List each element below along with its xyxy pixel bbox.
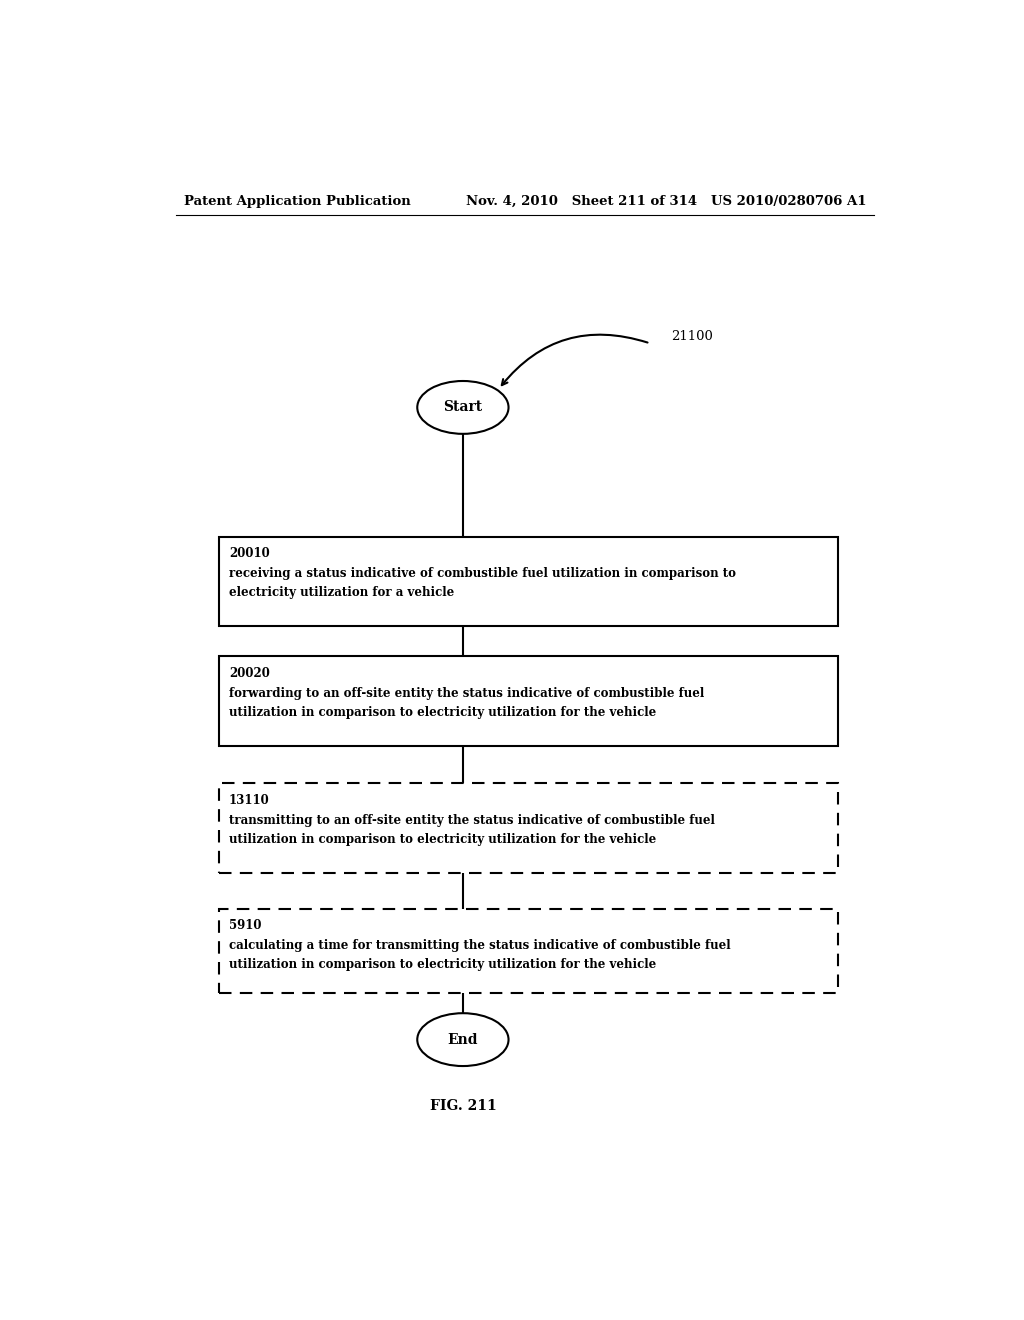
Text: receiving a status indicative of combustible fuel utilization in comparison to: receiving a status indicative of combust… <box>228 568 736 579</box>
Text: 20020: 20020 <box>228 667 269 680</box>
Text: Patent Application Publication: Patent Application Publication <box>183 194 411 207</box>
Text: utilization in comparison to electricity utilization for the vehicle: utilization in comparison to electricity… <box>228 706 656 719</box>
Text: End: End <box>447 1032 478 1047</box>
Bar <box>219 784 839 873</box>
Text: Start: Start <box>443 400 482 414</box>
Bar <box>219 536 839 626</box>
Text: 5910: 5910 <box>228 919 261 932</box>
Text: electricity utilization for a vehicle: electricity utilization for a vehicle <box>228 586 454 599</box>
Text: utilization in comparison to electricity utilization for the vehicle: utilization in comparison to electricity… <box>228 958 656 972</box>
Text: forwarding to an off-site entity the status indicative of combustible fuel: forwarding to an off-site entity the sta… <box>228 686 705 700</box>
Text: 13110: 13110 <box>228 793 269 807</box>
Text: utilization in comparison to electricity utilization for the vehicle: utilization in comparison to electricity… <box>228 833 656 846</box>
Bar <box>219 908 839 993</box>
Text: Nov. 4, 2010   Sheet 211 of 314   US 2010/0280706 A1: Nov. 4, 2010 Sheet 211 of 314 US 2010/02… <box>466 194 866 207</box>
Text: calculating a time for transmitting the status indicative of combustible fuel: calculating a time for transmitting the … <box>228 939 730 952</box>
Text: 20010: 20010 <box>228 546 269 560</box>
Bar <box>219 656 839 746</box>
Ellipse shape <box>417 1014 509 1067</box>
Text: FIG. 211: FIG. 211 <box>429 1098 497 1113</box>
Ellipse shape <box>417 381 509 434</box>
Text: transmitting to an off-site entity the status indicative of combustible fuel: transmitting to an off-site entity the s… <box>228 814 715 826</box>
Text: 21100: 21100 <box>672 330 714 343</box>
